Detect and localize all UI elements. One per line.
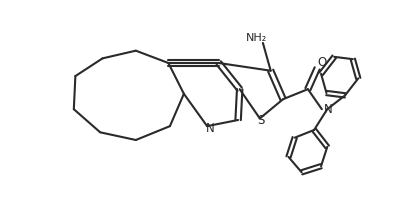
Text: S: S <box>258 114 265 127</box>
Text: N: N <box>324 103 332 116</box>
Text: O: O <box>317 56 327 69</box>
Text: NH₂: NH₂ <box>246 33 267 43</box>
Text: N: N <box>206 122 215 135</box>
